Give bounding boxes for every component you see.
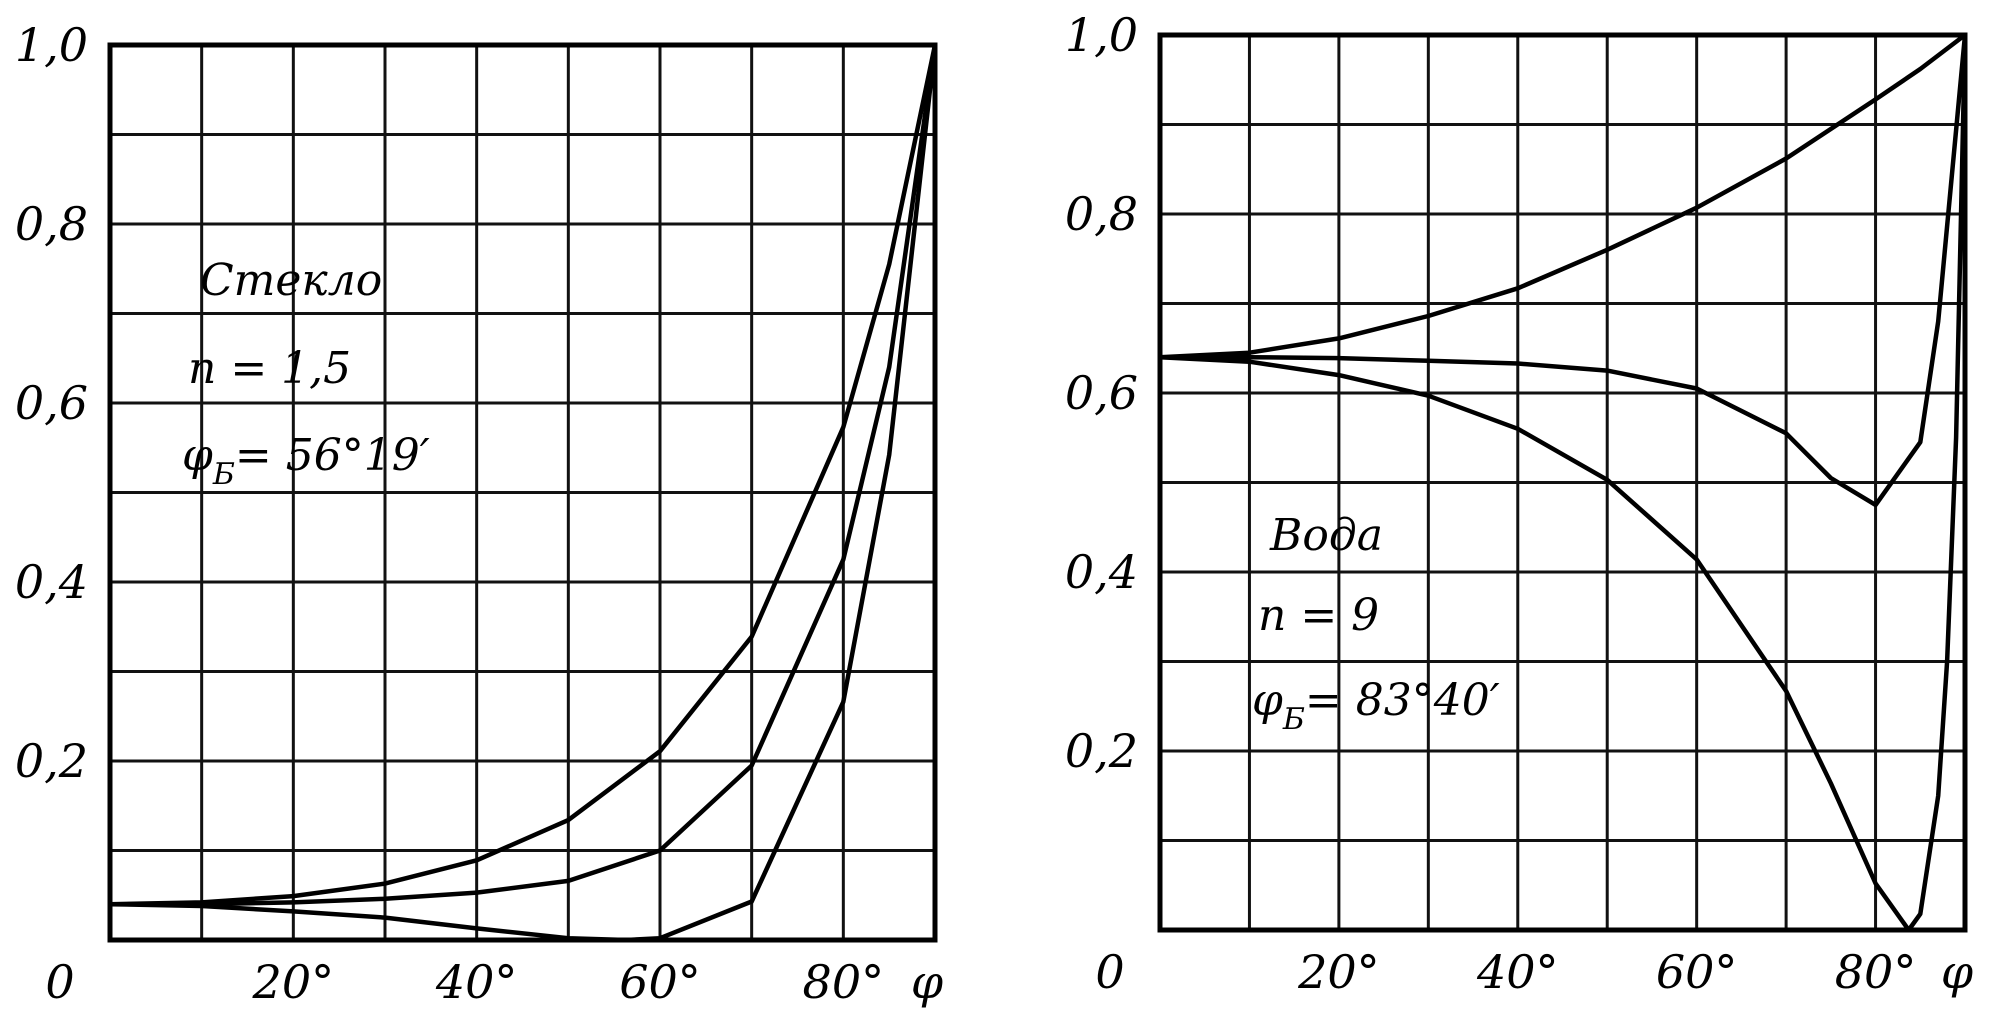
series-1-line xyxy=(1157,32,1968,360)
y-tick-label: 1,0 xyxy=(1065,8,1138,62)
annotation-index: n = 9 xyxy=(1258,590,1379,641)
x-tick-label: 60° xyxy=(619,955,701,1009)
annotation-material: Стекло xyxy=(200,255,382,306)
y-tick-label: 0,4 xyxy=(15,555,88,609)
y-tick-label: 0,8 xyxy=(15,197,88,251)
x-tick-label: 80° xyxy=(1835,945,1917,999)
plot-frame xyxy=(107,42,938,943)
x-tick-label: 20° xyxy=(1297,945,1380,999)
y-tick-label: 0,6 xyxy=(1065,366,1138,420)
brewster-symbol: φ xyxy=(1252,675,1283,726)
plot-frame xyxy=(1157,32,1968,933)
chart-grid xyxy=(110,45,935,940)
annotation-brewster: φБ= 83°40′ xyxy=(1252,675,1500,737)
series-3-line xyxy=(107,42,938,943)
origin-label: 0 xyxy=(45,955,74,1009)
y-tick-label: 1,0 xyxy=(15,18,88,72)
series-3-line xyxy=(1157,32,1968,933)
annotation-material: Вода xyxy=(1269,510,1383,561)
x-tick-label: 60° xyxy=(1656,945,1738,999)
series-2-line xyxy=(1157,32,1968,508)
y-tick-label: 0,2 xyxy=(15,734,88,788)
brewster-subscript: Б xyxy=(1282,702,1305,737)
chart-grid xyxy=(1160,35,1965,930)
x-tick-label: 80° xyxy=(803,955,885,1009)
brewster-value: = 83°40′ xyxy=(1305,675,1500,726)
annotation-brewster: φБ= 56°19′ xyxy=(182,430,430,492)
brewster-value: = 56°19′ xyxy=(235,430,430,481)
chart-panel-1: 0,2 0,4 0,6 0,8 1,0 0 20° 40° 60° 80° φ Стекло n = 1… xyxy=(15,18,944,1009)
origin-label: 0 xyxy=(1095,945,1124,999)
x-tick-label: 20° xyxy=(252,955,335,1009)
x-tick-label: 40° xyxy=(435,955,518,1009)
brewster-subscript: Б xyxy=(212,457,235,492)
series-2-line xyxy=(107,42,938,907)
y-tick-label: 0,8 xyxy=(1065,187,1138,241)
y-tick-label: 0,4 xyxy=(1065,545,1138,599)
annotation-index: n = 1,5 xyxy=(188,343,351,394)
x-axis-label: φ xyxy=(1941,945,1974,999)
x-axis-label: φ xyxy=(911,955,944,1009)
x-tick-label: 40° xyxy=(1476,945,1559,999)
brewster-symbol: φ xyxy=(182,430,213,481)
y-tick-label: 0,6 xyxy=(15,376,88,430)
y-tick-label: 0,2 xyxy=(1065,724,1138,778)
series-1-line xyxy=(107,42,938,907)
